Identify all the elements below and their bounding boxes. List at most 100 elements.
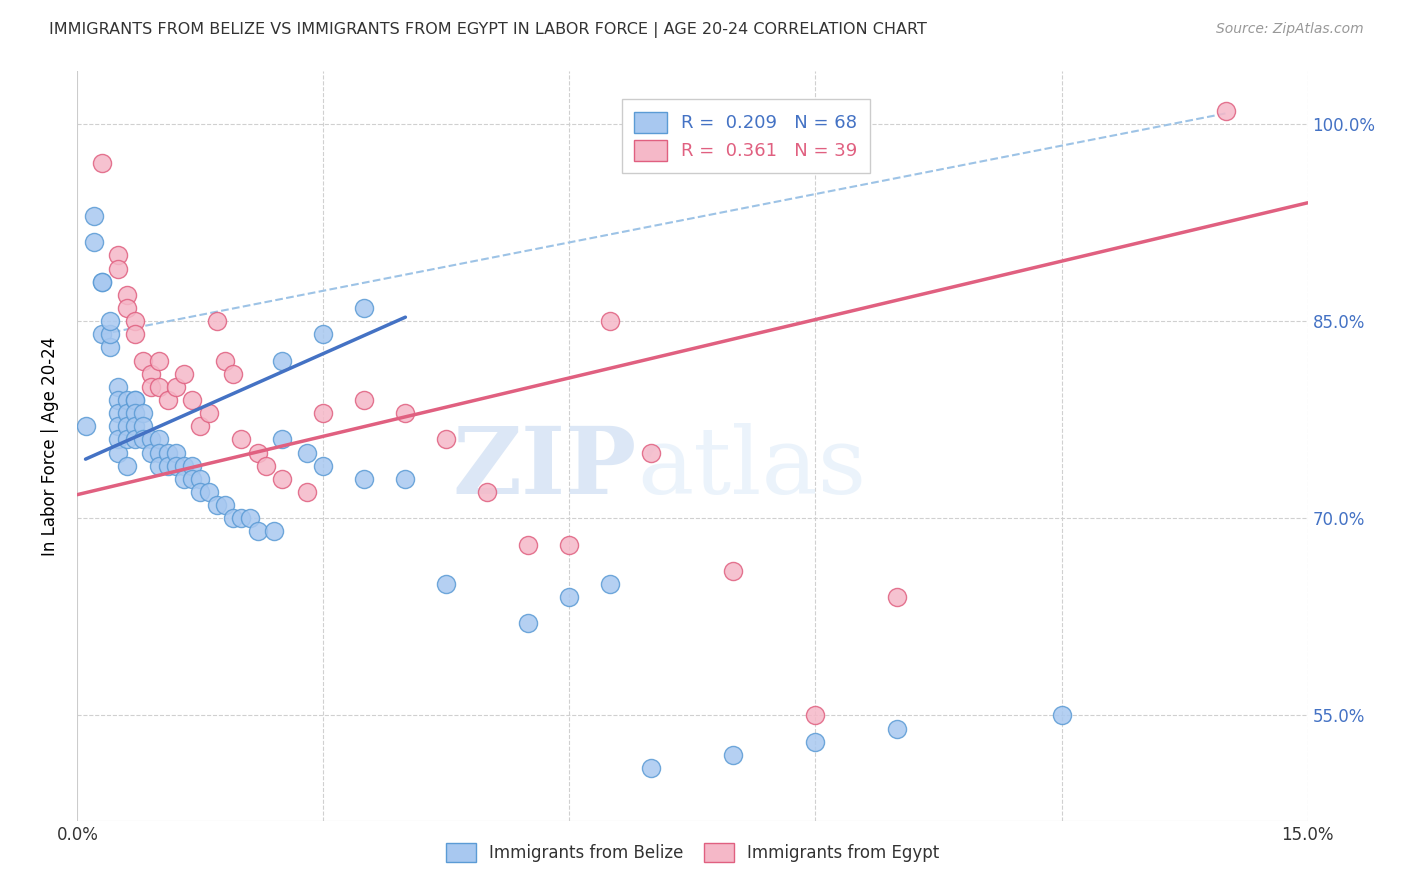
Point bbox=[558, 590, 581, 604]
Point bbox=[148, 433, 170, 447]
Point bbox=[254, 458, 277, 473]
Point bbox=[124, 392, 146, 407]
Point bbox=[353, 392, 375, 407]
Point bbox=[156, 445, 179, 459]
Point bbox=[90, 275, 114, 289]
Point bbox=[205, 314, 228, 328]
Point bbox=[181, 472, 204, 486]
Point bbox=[98, 327, 121, 342]
Point bbox=[148, 445, 170, 459]
Point bbox=[231, 433, 253, 447]
Point bbox=[353, 301, 375, 315]
Point bbox=[107, 261, 129, 276]
Point bbox=[886, 590, 908, 604]
Point bbox=[723, 747, 745, 762]
Point bbox=[115, 288, 138, 302]
Point bbox=[214, 498, 236, 512]
Point bbox=[124, 327, 146, 342]
Point bbox=[394, 406, 416, 420]
Point bbox=[141, 380, 163, 394]
Point bbox=[640, 761, 662, 775]
Point bbox=[148, 458, 170, 473]
Point bbox=[804, 735, 827, 749]
Point bbox=[98, 340, 121, 354]
Point bbox=[124, 314, 146, 328]
Point bbox=[271, 472, 294, 486]
Point bbox=[295, 485, 318, 500]
Point bbox=[83, 209, 105, 223]
Point bbox=[141, 433, 163, 447]
Point bbox=[107, 248, 129, 262]
Point bbox=[141, 367, 163, 381]
Point bbox=[239, 511, 262, 525]
Point bbox=[188, 419, 212, 434]
Point bbox=[115, 458, 138, 473]
Y-axis label: In Labor Force | Age 20-24: In Labor Force | Age 20-24 bbox=[41, 336, 59, 556]
Point bbox=[271, 353, 294, 368]
Point bbox=[558, 538, 581, 552]
Point bbox=[197, 485, 219, 500]
Point bbox=[132, 406, 155, 420]
Point bbox=[107, 419, 129, 434]
Point bbox=[107, 445, 129, 459]
Point bbox=[98, 314, 121, 328]
Point bbox=[115, 301, 138, 315]
Point bbox=[295, 445, 318, 459]
Point bbox=[83, 235, 105, 250]
Point bbox=[246, 524, 269, 539]
Point bbox=[222, 511, 245, 525]
Point bbox=[271, 433, 294, 447]
Point bbox=[165, 380, 187, 394]
Point bbox=[804, 708, 827, 723]
Point bbox=[181, 458, 204, 473]
Point bbox=[107, 392, 129, 407]
Point bbox=[156, 392, 179, 407]
Point bbox=[173, 367, 195, 381]
Point bbox=[132, 419, 155, 434]
Point bbox=[75, 419, 97, 434]
Point bbox=[132, 353, 155, 368]
Point bbox=[90, 327, 114, 342]
Point bbox=[394, 472, 416, 486]
Point bbox=[115, 419, 138, 434]
Point bbox=[165, 445, 187, 459]
Point bbox=[148, 353, 170, 368]
Point bbox=[165, 458, 187, 473]
Point bbox=[156, 458, 179, 473]
Point bbox=[173, 472, 195, 486]
Point bbox=[599, 314, 621, 328]
Point bbox=[214, 353, 236, 368]
Point bbox=[107, 433, 129, 447]
Point bbox=[205, 498, 228, 512]
Point bbox=[517, 616, 540, 631]
Point bbox=[181, 392, 204, 407]
Text: ZIP: ZIP bbox=[453, 424, 637, 514]
Point bbox=[1050, 708, 1073, 723]
Legend: Immigrants from Belize, Immigrants from Egypt: Immigrants from Belize, Immigrants from … bbox=[439, 836, 946, 869]
Point bbox=[222, 367, 245, 381]
Point bbox=[188, 485, 212, 500]
Point bbox=[124, 406, 146, 420]
Point bbox=[312, 327, 335, 342]
Point bbox=[477, 485, 499, 500]
Point bbox=[312, 406, 335, 420]
Point bbox=[148, 380, 170, 394]
Text: atlas: atlas bbox=[637, 424, 866, 514]
Point bbox=[197, 406, 219, 420]
Point bbox=[436, 577, 458, 591]
Point bbox=[263, 524, 285, 539]
Point bbox=[115, 433, 138, 447]
Point bbox=[141, 445, 163, 459]
Point bbox=[107, 406, 129, 420]
Point bbox=[115, 392, 138, 407]
Point bbox=[246, 445, 269, 459]
Point bbox=[640, 445, 662, 459]
Point bbox=[436, 433, 458, 447]
Point bbox=[188, 472, 212, 486]
Point bbox=[1215, 103, 1237, 118]
Point bbox=[599, 577, 621, 591]
Point bbox=[173, 458, 195, 473]
Point bbox=[517, 538, 540, 552]
Point bbox=[115, 406, 138, 420]
Point bbox=[132, 433, 155, 447]
